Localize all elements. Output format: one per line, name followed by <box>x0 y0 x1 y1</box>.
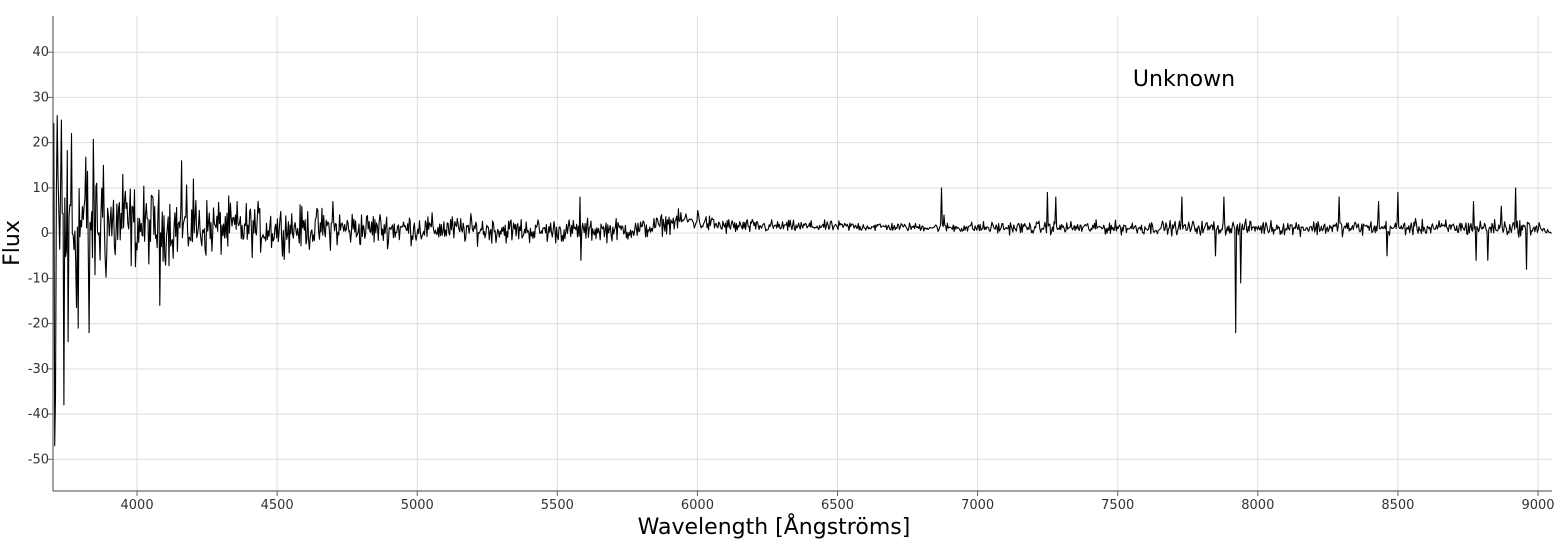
y-tick-label: 40 <box>32 45 49 60</box>
y-tick-label: -10 <box>28 271 49 286</box>
x-tick-label: 8500 <box>1381 498 1414 513</box>
axes <box>52 16 1552 492</box>
x-tick-labels: 4000 4500 5000 5500 6000 6500 7000 7500 8000 8500… <box>121 491 1555 513</box>
x-tick-label: 6500 <box>821 498 854 513</box>
x-tick-label: 4500 <box>261 498 294 513</box>
x-tick-label: 8000 <box>1241 498 1274 513</box>
grid <box>53 16 1552 491</box>
y-tick-label: 0 <box>41 226 49 241</box>
y-tick-labels: 40 30 20 10 0 -10 -20 -30 -40 -50 <box>28 45 53 467</box>
y-tick-label: 20 <box>32 136 49 151</box>
x-tick-label: 5500 <box>541 498 574 513</box>
y-tick-label: -30 <box>28 362 49 377</box>
y-tick-label: -40 <box>28 407 49 422</box>
x-tick-label: 6000 <box>681 498 714 513</box>
y-tick-label: -50 <box>28 452 49 467</box>
x-tick-label: 7500 <box>1101 498 1134 513</box>
y-tick-label: -20 <box>28 317 49 332</box>
x-tick-label: 7000 <box>961 498 994 513</box>
x-axis-title: Wavelength [Ångströms] <box>638 513 911 539</box>
y-axis-title: Flux <box>0 220 25 266</box>
x-tick-label: 4000 <box>121 498 154 513</box>
plot-area <box>52 114 1552 447</box>
y-tick-label: 30 <box>32 90 49 105</box>
y-tick-label: 10 <box>32 181 49 196</box>
flux-series-line <box>52 114 1552 447</box>
x-tick-label: 5000 <box>401 498 434 513</box>
x-tick-label: 9000 <box>1521 498 1554 513</box>
classification-annotation: Unknown <box>1133 67 1235 92</box>
